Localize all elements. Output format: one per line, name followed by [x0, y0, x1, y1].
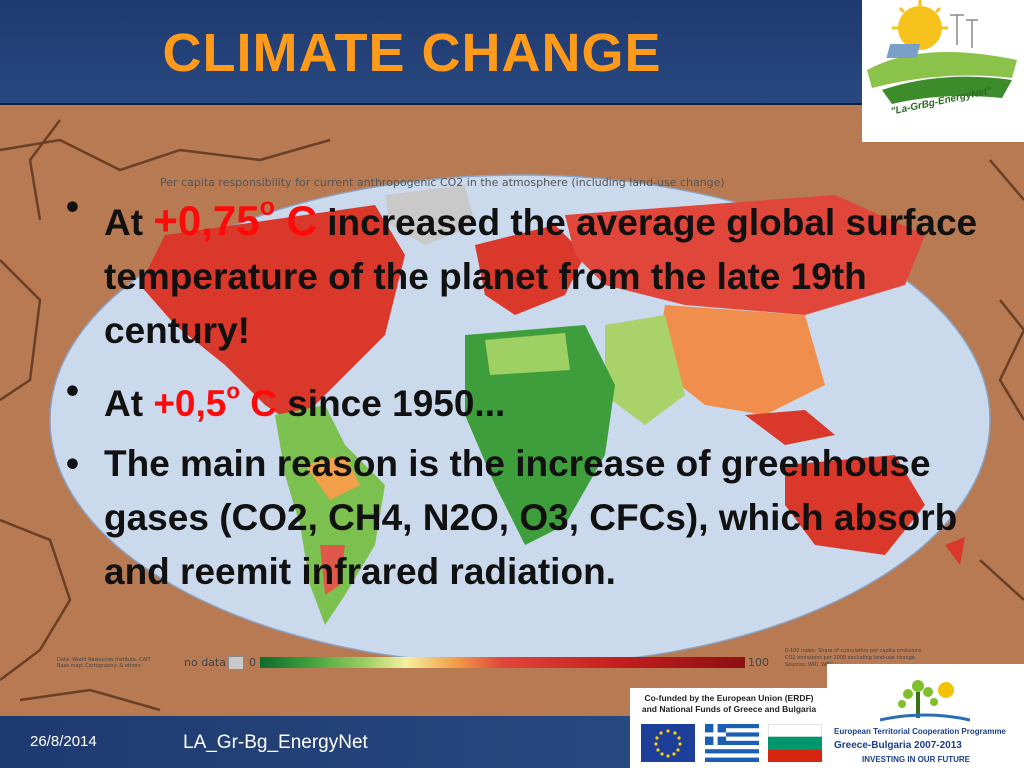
slide-title: CLIMATE CHANGE — [162, 23, 662, 83]
programme-line-1: European Territorial Cooperation Program… — [834, 727, 1006, 736]
legend-min-label: 0 — [249, 656, 256, 669]
header-bar — [0, 0, 862, 105]
temp-increase-highlight: +0,75o C — [153, 193, 317, 245]
footer-project-name: LA_Gr-Bg_EnergyNet — [183, 732, 368, 753]
eu-funding-text: Co-funded by the European Union (ERDF) a… — [641, 693, 817, 714]
source-left-line-2: Base map: Cartography: & others — [57, 663, 141, 669]
legend-max-label: 100 — [748, 656, 769, 669]
programme-line-2: Greece-Bulgaria 2007-2013 — [834, 740, 962, 751]
project-logo: "La-GrBg-EnergyNet" — [862, 0, 1024, 142]
bullet-2: At +0,5o C since 1950... — [62, 364, 992, 431]
eu-flag-icon — [641, 724, 695, 762]
legend-no-data-label: no data — [184, 656, 226, 669]
legend-color-scale — [260, 657, 745, 668]
degree-sign: o — [226, 378, 240, 404]
bulgarian-flag-icon — [768, 724, 822, 762]
source-right-line-2: CO2 emissions per 2000 excluding land-us… — [785, 655, 915, 661]
bullet-2-post: since 1950... — [276, 382, 506, 424]
temp-unit: C — [275, 197, 317, 245]
temp-since-1950-value: +0,5 — [153, 382, 227, 424]
temp-since-1950-highlight: +0,5o C — [153, 378, 277, 424]
legend-no-data-swatch — [228, 656, 244, 670]
temp-increase-value: +0,75 — [153, 197, 260, 245]
bullet-1-pre: At — [104, 202, 154, 244]
programme-tree-logo-icon — [880, 680, 970, 722]
source-right-line-3: Sources: WRI, WBG — [785, 662, 834, 668]
greek-flag-icon — [705, 724, 759, 762]
degree-sign: o — [259, 193, 275, 221]
footer-date: 26/8/2014 — [30, 733, 97, 750]
bullet-3: The main reason is the increase of green… — [62, 437, 992, 599]
bullet-list: At +0,75o C increased the average global… — [62, 180, 992, 605]
bullet-2-pre: At — [104, 382, 154, 424]
bullet-1: At +0,75o C increased the average global… — [62, 180, 992, 358]
energynet-logo-icon — [867, 0, 1017, 104]
bullet-1-post: increased the average global surface tem… — [104, 202, 978, 352]
source-right-line-1: 0-100 index: Share of cumulative per cap… — [785, 648, 922, 654]
source-left-line-1: Data: World Resources Institute, CAIT — [57, 657, 151, 663]
temp-unit: C — [239, 382, 277, 424]
programme-line-3: INVESTING IN OUR FUTURE — [862, 755, 971, 764]
